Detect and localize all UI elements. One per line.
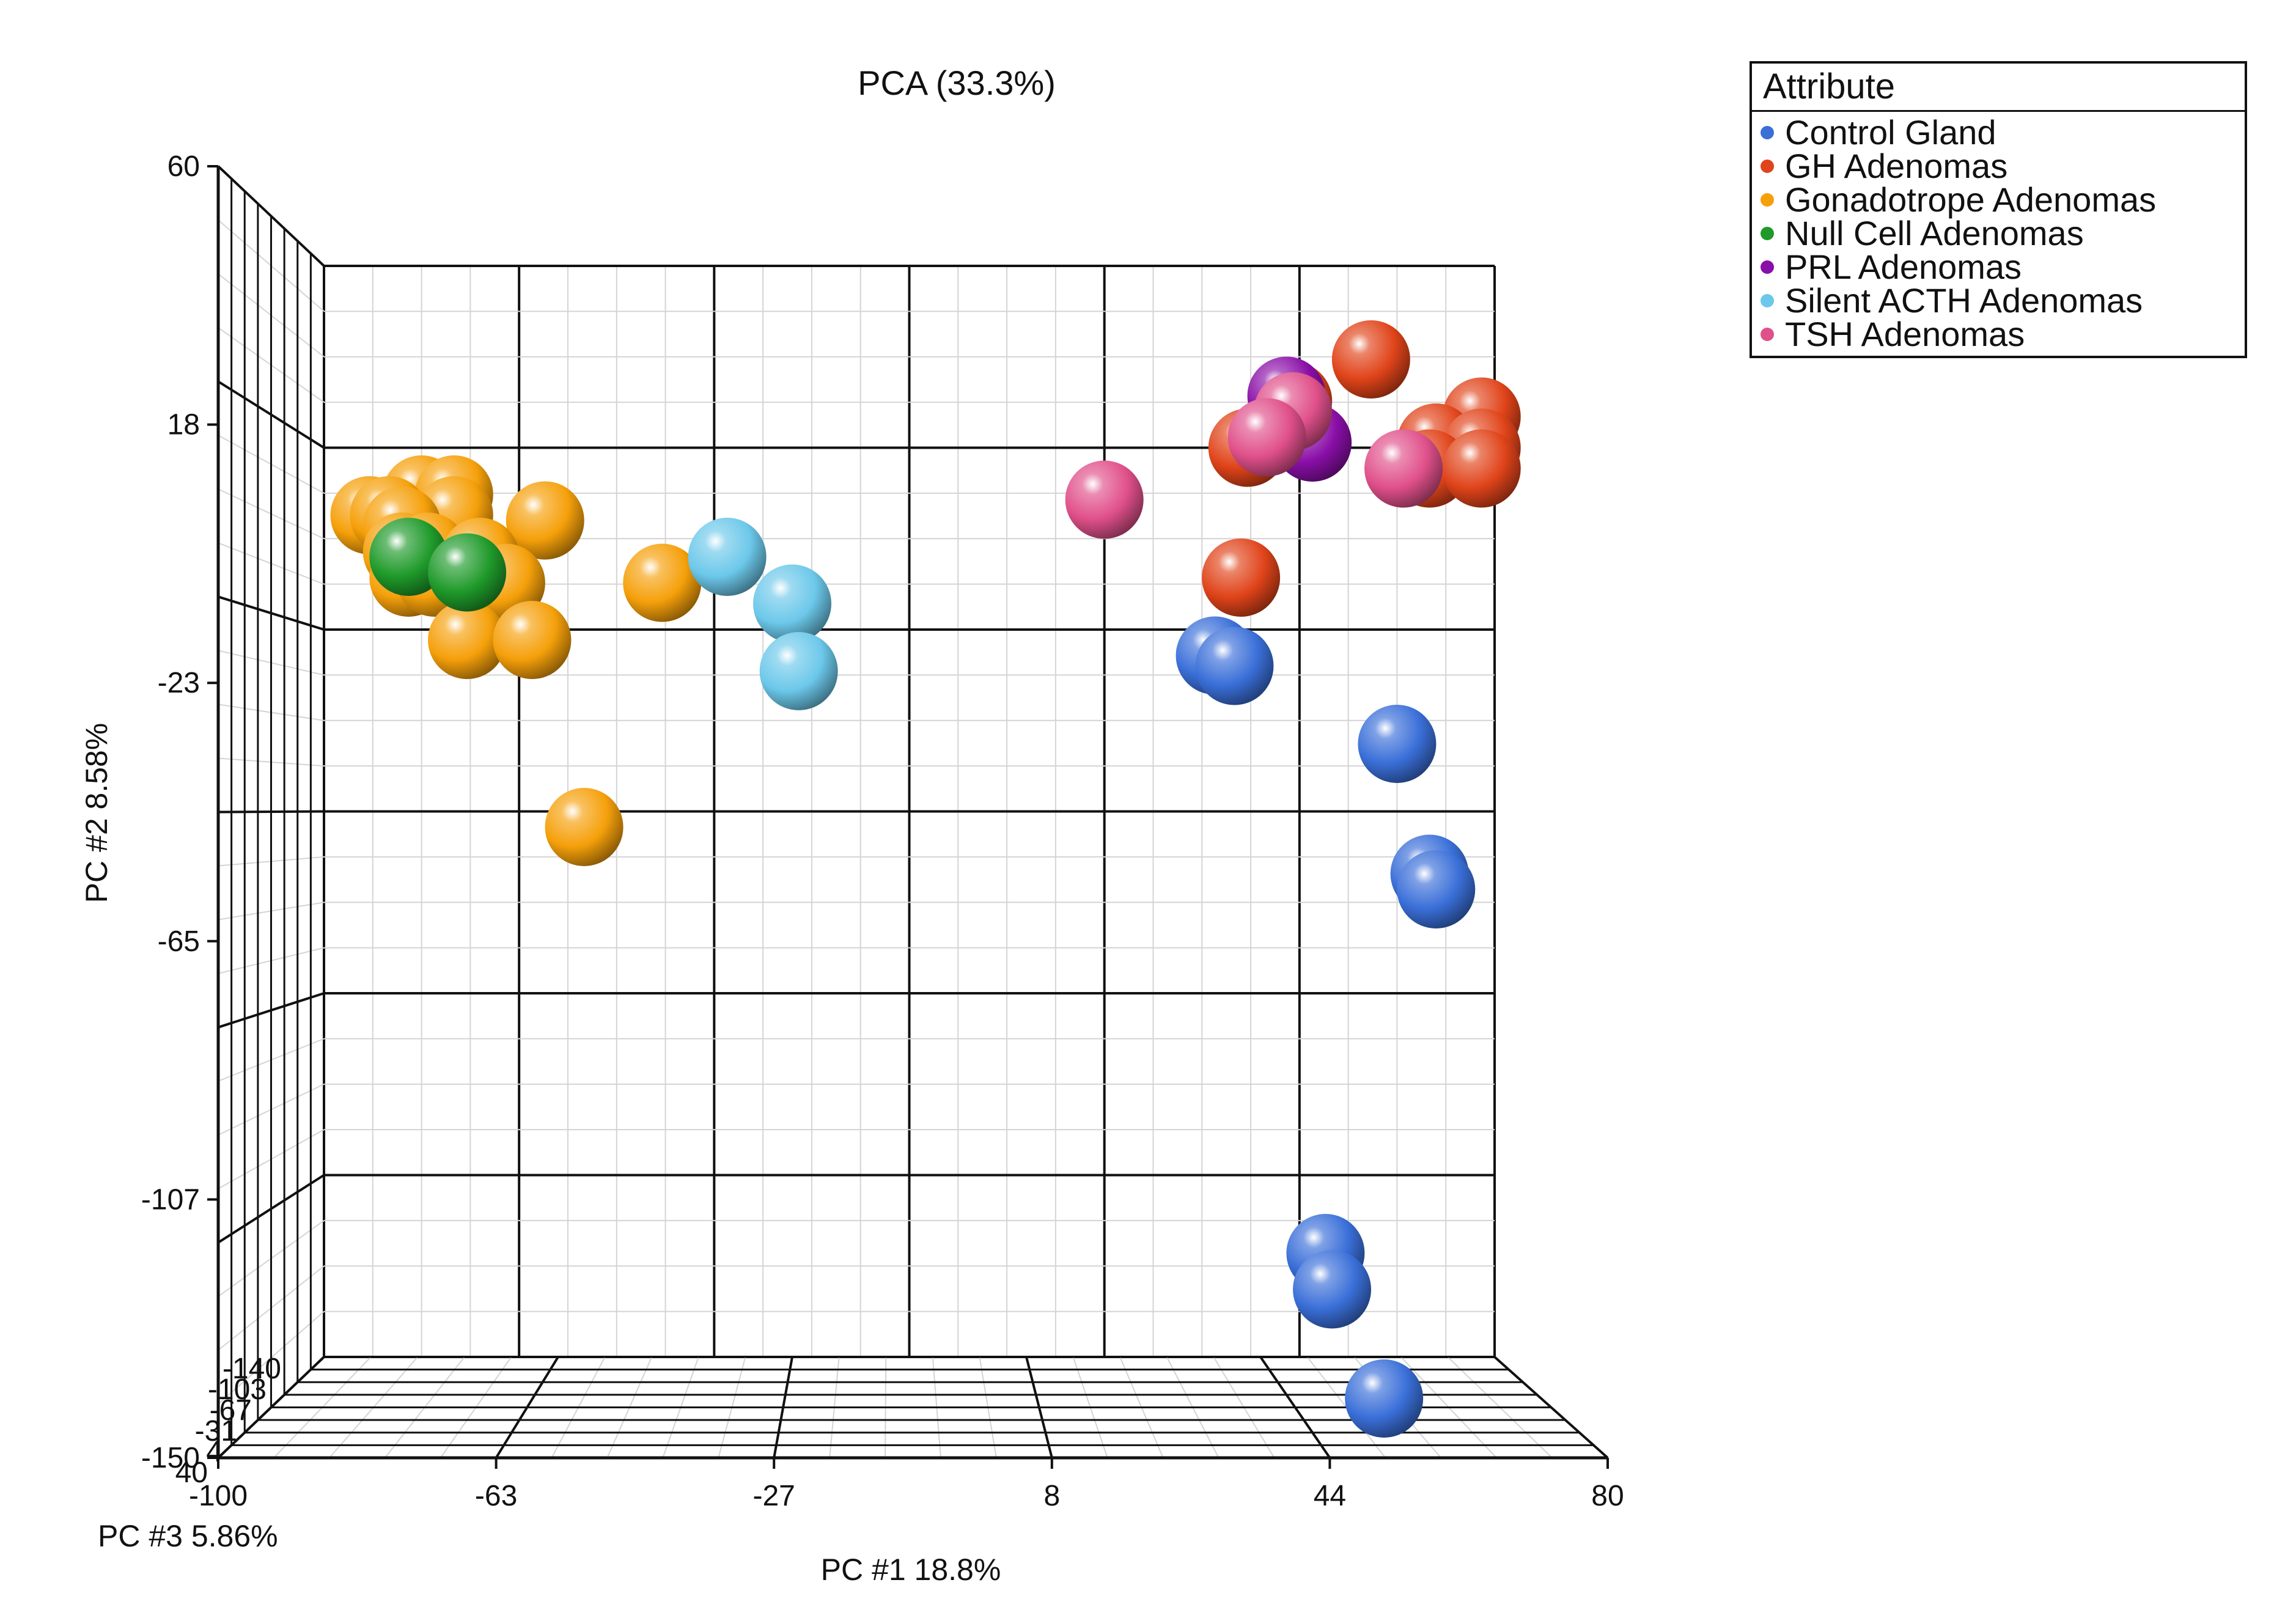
legend-label: Gonadotrope Adenomas	[1785, 180, 2157, 219]
chart-title: PCA (33.3%)	[858, 64, 1056, 102]
data-point-control-gland	[1358, 705, 1437, 783]
legend-label: Null Cell Adenomas	[1785, 214, 2084, 252]
data-point-control-gland	[1397, 850, 1476, 928]
y-tick-label: 18	[167, 409, 200, 441]
x-tick-label: -27	[753, 1480, 795, 1512]
legend-item: TSH Adenomas	[1761, 317, 2245, 351]
z-tick-label: -103	[208, 1373, 267, 1406]
data-point-gh-adenomas	[1442, 429, 1521, 508]
y-tick-label: -65	[158, 925, 200, 958]
z-tick-label: 4	[206, 1436, 223, 1468]
x-tick-label: -63	[475, 1480, 517, 1512]
y-axis-label: PC #2 8.58%	[79, 723, 114, 903]
data-points	[330, 320, 1521, 1438]
data-point-control-gland	[1345, 1359, 1424, 1438]
data-point-null-cell-adenomas	[428, 533, 507, 612]
legend-marker	[1761, 294, 1774, 308]
z-tick-label: -31	[195, 1415, 237, 1447]
y-axis-ticks: 60 18 -23 -65 -107 -150	[141, 150, 218, 1474]
legend-title: Attribute	[1752, 64, 2245, 112]
z-axis-label: PC #3 5.86%	[98, 1519, 278, 1553]
legend-label: Control Gland	[1785, 113, 1996, 152]
legend-item: Control Gland	[1761, 113, 2245, 152]
y-tick-label: -150	[141, 1442, 200, 1474]
data-point-tsh-adenomas	[1364, 429, 1443, 508]
y-tick-label: -107	[141, 1183, 200, 1216]
data-point-gh-adenomas	[1202, 539, 1281, 617]
legend-marker	[1761, 193, 1774, 207]
z-tick-label: -67	[210, 1394, 252, 1427]
z-tick-label: -140	[223, 1353, 281, 1385]
y-tick-label: 60	[167, 150, 200, 183]
data-point-tsh-adenomas	[1227, 398, 1306, 477]
legend-label: GH Adenomas	[1785, 147, 2008, 185]
legend-marker	[1761, 260, 1774, 274]
legend-item: GH Adenomas	[1761, 149, 2245, 183]
data-point-gonadotrope-adenomas	[623, 543, 702, 622]
legend-label: PRL Adenomas	[1785, 248, 2022, 286]
legend: Attribute Control Gland GH Adenomas Gonado…	[1750, 61, 2247, 358]
data-point-control-gland	[1195, 627, 1274, 705]
data-point-gh-adenomas	[1331, 320, 1410, 399]
legend-label: TSH Adenomas	[1785, 315, 2025, 353]
legend-label: Silent ACTH Adenomas	[1785, 281, 2143, 320]
data-point-gonadotrope-adenomas	[493, 601, 572, 679]
data-point-silent-acth-adenomas	[688, 518, 767, 596]
data-point-gonadotrope-adenomas	[506, 481, 584, 560]
x-tick-label: 80	[1591, 1480, 1624, 1512]
legend-item: Silent ACTH Adenomas	[1761, 281, 2245, 320]
data-point-control-gland	[1293, 1250, 1372, 1329]
legend-marker	[1761, 328, 1774, 342]
x-axis-ticks: -100 -63 -27 8 44 80	[189, 1458, 1624, 1512]
data-point-null-cell-adenomas	[369, 518, 448, 596]
data-point-silent-acth-adenomas	[753, 564, 831, 643]
z-tick-label: 40	[175, 1457, 208, 1489]
legend-item: PRL Adenomas	[1761, 250, 2245, 284]
data-point-gonadotrope-adenomas	[428, 601, 507, 679]
legend-marker	[1761, 160, 1774, 174]
legend-item: Gonadotrope Adenomas	[1761, 180, 2245, 219]
data-point-silent-acth-adenomas	[759, 632, 838, 710]
y-tick-label: -23	[158, 667, 200, 699]
data-point-tsh-adenomas	[1065, 460, 1144, 539]
legend-item: Null Cell Adenomas	[1761, 214, 2245, 252]
back-wall-grid	[323, 265, 1496, 1358]
z-axis-ticks: 404-31-67-103-140	[175, 1353, 281, 1489]
legend-list: Control Gland GH Adenomas Gonadotrope Aden…	[1752, 112, 2245, 351]
left-wall-grid	[217, 165, 325, 1459]
legend-marker	[1761, 126, 1774, 140]
data-point-gonadotrope-adenomas	[545, 788, 624, 866]
x-tick-label: 44	[1314, 1480, 1346, 1512]
x-axis-label: PC #1 18.8%	[821, 1553, 1001, 1587]
x-tick-label: -100	[189, 1480, 248, 1512]
x-tick-label: 8	[1043, 1480, 1060, 1512]
legend-marker	[1761, 227, 1774, 241]
